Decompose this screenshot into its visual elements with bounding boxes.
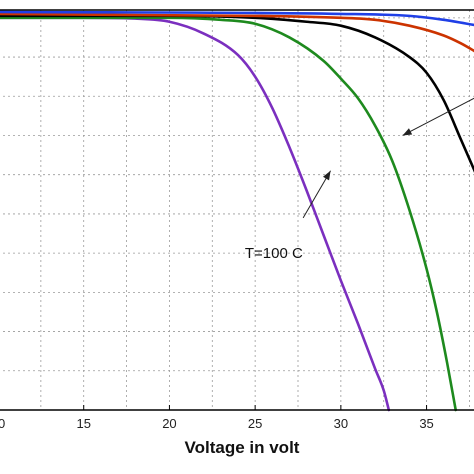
annotation-arrowhead-2 (402, 128, 413, 136)
x-axis-label: Voltage in volt (185, 438, 300, 457)
series-group (0, 10, 474, 412)
x-tick-label: 30 (334, 416, 348, 431)
series-line-2 (0, 16, 458, 412)
x-tick-label: 35 (419, 416, 433, 431)
annotation-arrowhead-1 (323, 170, 331, 181)
x-tick-label: 25 (248, 416, 262, 431)
x-tick-label: 20 (162, 416, 176, 431)
plot-frame (0, 9, 474, 411)
x-axis-ticks: 10 15 20 25 30 35 (0, 405, 434, 431)
annotation-arrow-2 (402, 97, 474, 136)
series-line-4 (0, 12, 474, 53)
annotations-group: T=100 C (245, 97, 474, 262)
annotation-label: T=100 C (245, 245, 303, 262)
x-tick-label: 15 (76, 416, 90, 431)
series-line-5 (0, 10, 474, 27)
x-tick-label: 10 (0, 416, 5, 431)
annotation-arrow-1 (302, 170, 332, 219)
